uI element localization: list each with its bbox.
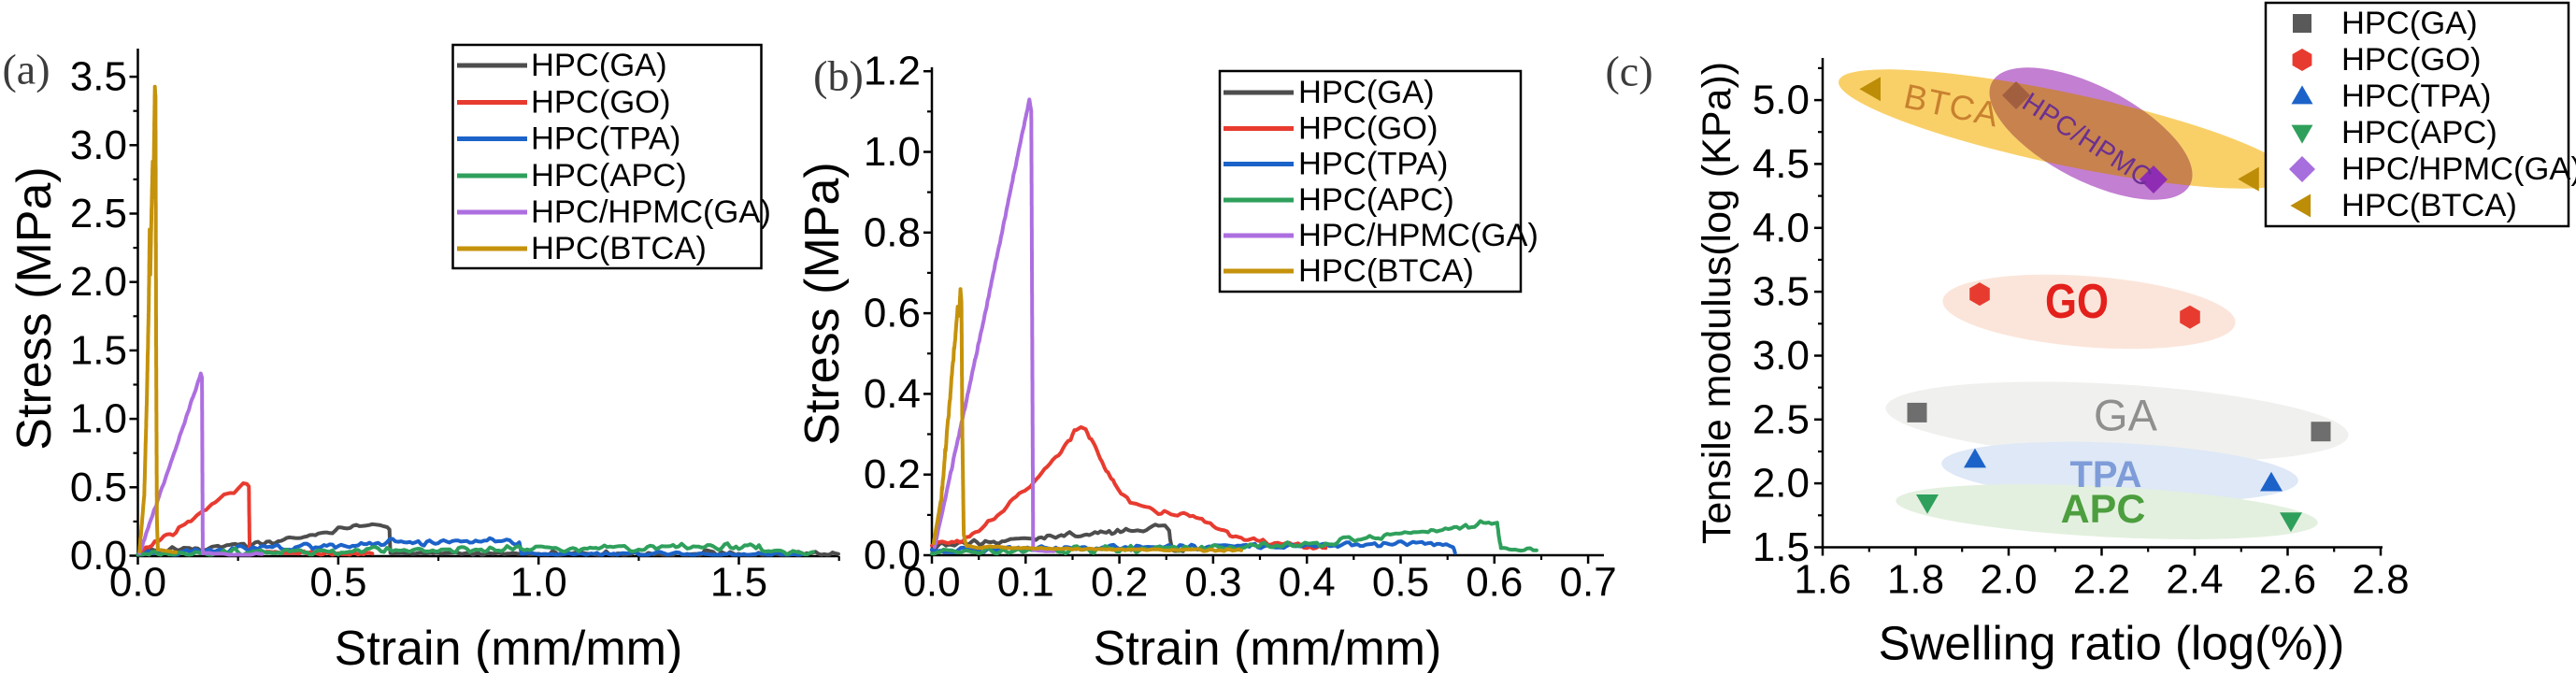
svg-text:0.0: 0.0 <box>864 533 921 579</box>
svg-text:TPA: TPA <box>2069 454 2141 495</box>
svg-text:0.8: 0.8 <box>864 209 921 255</box>
svg-text:0.6: 0.6 <box>1466 560 1523 606</box>
svg-text:0.6: 0.6 <box>864 291 921 336</box>
svg-text:(b): (b) <box>813 52 864 100</box>
svg-text:0.4: 0.4 <box>1279 560 1336 606</box>
svg-text:5.0: 5.0 <box>1753 78 1810 123</box>
svg-text:Swelling ratio (log(%)): Swelling ratio (log(%)) <box>1879 617 2345 670</box>
svg-text:0.2: 0.2 <box>864 451 921 497</box>
svg-text:3.0: 3.0 <box>1753 333 1810 379</box>
svg-text:GA: GA <box>2094 391 2158 440</box>
svg-text:1.5: 1.5 <box>710 560 767 606</box>
svg-text:HPC(GA): HPC(GA) <box>1298 75 1435 110</box>
svg-text:0.5: 0.5 <box>70 465 127 510</box>
svg-text:0.1: 0.1 <box>997 560 1054 606</box>
svg-text:(c): (c) <box>1605 48 1653 95</box>
svg-text:Stress (MPa): Stress (MPa) <box>795 162 850 445</box>
svg-text:HPC/HPMC(GA): HPC/HPMC(GA) <box>2341 151 2576 187</box>
svg-text:0.4: 0.4 <box>864 371 921 417</box>
svg-text:3.5: 3.5 <box>70 54 127 100</box>
svg-text:HPC(TPA): HPC(TPA) <box>1298 147 1448 182</box>
svg-text:2.0: 2.0 <box>1753 461 1810 507</box>
svg-text:1.0: 1.0 <box>864 129 921 175</box>
svg-text:HPC(GA): HPC(GA) <box>2341 6 2478 41</box>
svg-text:1.0: 1.0 <box>70 396 127 442</box>
svg-text:2.0: 2.0 <box>1980 557 2037 603</box>
svg-text:1.8: 1.8 <box>1887 557 1944 603</box>
svg-text:HPC(GO): HPC(GO) <box>1298 111 1438 147</box>
svg-text:4.5: 4.5 <box>1753 141 1810 187</box>
svg-text:APC: APC <box>2061 487 2146 532</box>
svg-text:1.2: 1.2 <box>864 49 921 94</box>
svg-text:HPC(BTCA): HPC(BTCA) <box>531 231 707 266</box>
svg-text:0.5: 0.5 <box>309 560 366 606</box>
svg-text:HPC/HPMC(GA): HPC/HPMC(GA) <box>531 194 771 230</box>
svg-text:0.5: 0.5 <box>1372 560 1429 606</box>
svg-text:Strain (mm/mm): Strain (mm/mm) <box>1094 622 1442 673</box>
svg-text:HPC(TPA): HPC(TPA) <box>2341 79 2491 114</box>
svg-text:Tensile modulus(log (KPa)): Tensile modulus(log (KPa)) <box>1695 62 1739 544</box>
svg-text:HPC/HPMC(GA): HPC/HPMC(GA) <box>1298 218 1538 253</box>
svg-text:HPC(APC): HPC(APC) <box>1298 182 1454 218</box>
svg-text:GO: GO <box>2045 275 2109 329</box>
svg-text:1.5: 1.5 <box>1753 524 1810 570</box>
svg-text:2.6: 2.6 <box>2259 557 2316 603</box>
svg-text:HPC(GA): HPC(GA) <box>531 48 667 83</box>
svg-text:0.7: 0.7 <box>1560 560 1617 606</box>
svg-text:0.0: 0.0 <box>903 560 960 606</box>
svg-text:2.5: 2.5 <box>1753 396 1810 442</box>
svg-text:1.0: 1.0 <box>510 560 567 606</box>
svg-text:0.2: 0.2 <box>1091 560 1148 606</box>
svg-text:(a): (a) <box>2 46 50 93</box>
svg-text:1.6: 1.6 <box>1794 557 1851 603</box>
svg-text:0.3: 0.3 <box>1184 560 1241 606</box>
svg-text:HPC(GO): HPC(GO) <box>531 85 671 121</box>
svg-text:2.2: 2.2 <box>2073 557 2130 603</box>
svg-text:2.5: 2.5 <box>70 191 127 236</box>
svg-text:HPC(BTCA): HPC(BTCA) <box>2341 188 2517 223</box>
svg-text:Stress (MPa): Stress (MPa) <box>7 166 62 450</box>
svg-text:HPC(APC): HPC(APC) <box>531 158 687 193</box>
svg-text:1.5: 1.5 <box>70 327 127 373</box>
svg-text:HPC(GO): HPC(GO) <box>2341 42 2482 78</box>
svg-text:HPC(TPA): HPC(TPA) <box>531 122 680 157</box>
svg-text:3.5: 3.5 <box>1753 269 1810 315</box>
svg-text:0.0: 0.0 <box>109 560 166 606</box>
svg-text:HPC(BTCA): HPC(BTCA) <box>1298 253 1474 289</box>
svg-text:2.0: 2.0 <box>70 259 127 305</box>
svg-text:3.0: 3.0 <box>70 122 127 168</box>
svg-text:2.8: 2.8 <box>2352 557 2409 603</box>
svg-text:Strain (mm/mm): Strain (mm/mm) <box>335 622 683 673</box>
svg-text:0.0: 0.0 <box>70 533 127 579</box>
svg-text:HPC(APC): HPC(APC) <box>2341 115 2497 150</box>
svg-text:2.4: 2.4 <box>2166 557 2223 603</box>
svg-text:4.0: 4.0 <box>1753 205 1810 251</box>
